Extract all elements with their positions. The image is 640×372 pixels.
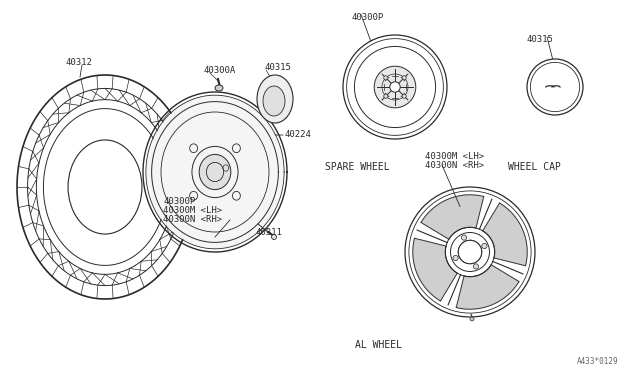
Circle shape <box>343 35 447 139</box>
Ellipse shape <box>147 96 284 248</box>
Text: 40300N <RH>: 40300N <RH> <box>163 215 222 224</box>
Text: 40300N <RH>: 40300N <RH> <box>425 160 484 170</box>
Ellipse shape <box>405 187 535 317</box>
Circle shape <box>271 234 276 240</box>
Text: 40300P: 40300P <box>352 13 384 22</box>
Circle shape <box>482 243 487 248</box>
Text: WHEEL CAP: WHEEL CAP <box>508 162 561 172</box>
Text: 40300M <LH>: 40300M <LH> <box>425 151 484 160</box>
Text: SPARE WHEEL: SPARE WHEEL <box>325 162 390 172</box>
Circle shape <box>384 94 388 98</box>
Circle shape <box>384 76 388 80</box>
Text: 40224: 40224 <box>285 129 312 138</box>
Circle shape <box>458 240 482 264</box>
Text: AL WHEEL: AL WHEEL <box>355 340 402 350</box>
Ellipse shape <box>263 86 285 116</box>
Circle shape <box>474 264 479 269</box>
Text: 40300A: 40300A <box>204 65 236 74</box>
Circle shape <box>453 255 458 260</box>
Polygon shape <box>456 265 519 309</box>
Circle shape <box>527 59 583 115</box>
Polygon shape <box>421 195 484 239</box>
Circle shape <box>470 317 474 321</box>
Text: A433*0129: A433*0129 <box>577 357 618 366</box>
Text: 40315: 40315 <box>527 35 554 44</box>
Circle shape <box>402 76 406 80</box>
Ellipse shape <box>257 75 293 123</box>
Circle shape <box>461 235 467 240</box>
Ellipse shape <box>199 154 231 190</box>
Polygon shape <box>413 238 457 301</box>
Text: 40315: 40315 <box>265 62 292 71</box>
Text: 40311: 40311 <box>255 228 282 237</box>
Circle shape <box>390 82 400 92</box>
Polygon shape <box>483 203 527 266</box>
Circle shape <box>374 66 416 108</box>
Text: 40300P: 40300P <box>163 196 195 205</box>
Circle shape <box>531 62 580 112</box>
Text: 40300M <LH>: 40300M <LH> <box>163 205 222 215</box>
Circle shape <box>402 94 406 98</box>
Text: 40312: 40312 <box>65 58 92 67</box>
Ellipse shape <box>215 85 223 91</box>
